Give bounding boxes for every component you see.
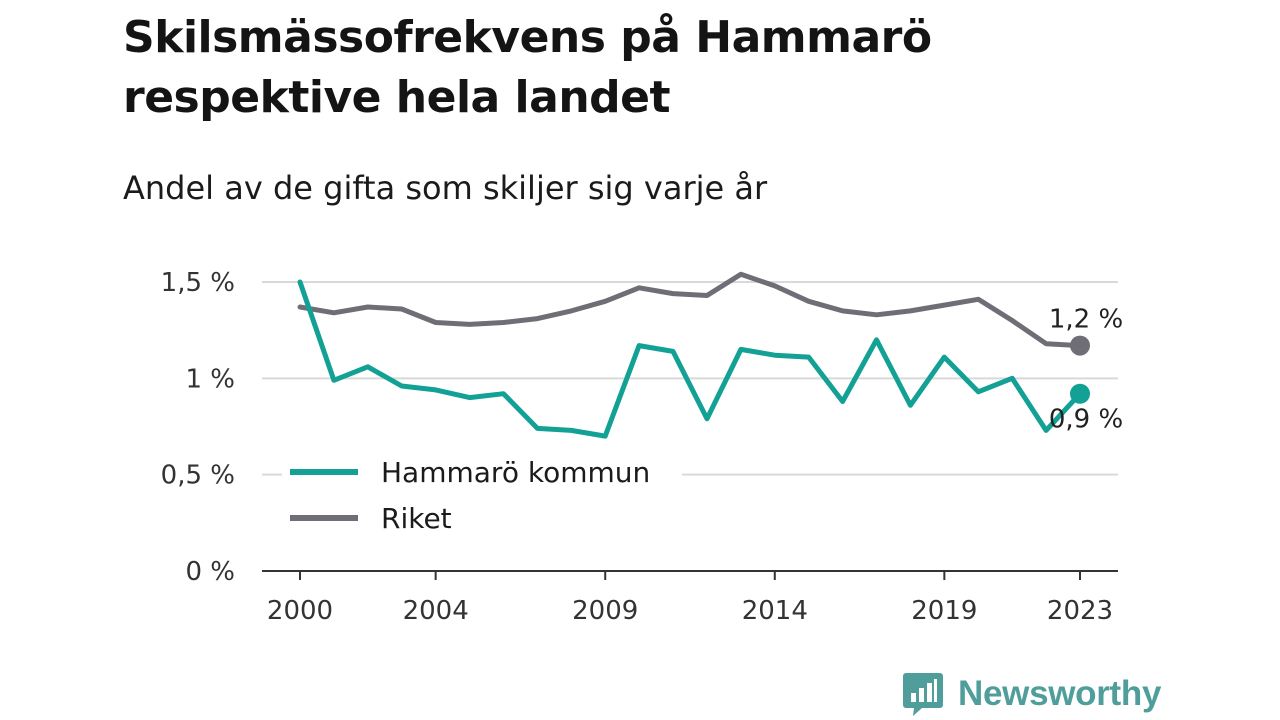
end-label-hammaro-kommun: 0,9 % xyxy=(1049,405,1123,435)
brand-name: Newsworthy xyxy=(958,674,1162,713)
x-tick-label: 2023 xyxy=(1047,596,1113,626)
end-markers: 0,9 % 1,2 % xyxy=(1049,305,1123,435)
series-line-hammaro-kommun xyxy=(297,279,1083,439)
y-axis-labels: 0 % 0,5 % 1 % 1,5 % xyxy=(161,268,235,587)
legend-label-riket: Riket xyxy=(381,502,452,535)
series-lines xyxy=(297,271,1083,439)
chart-title: Skilsmässofrekvens på Hammarö respektive… xyxy=(123,12,932,123)
x-tick-label: 2000 xyxy=(267,596,333,626)
legend: Hammarö kommun Riket xyxy=(282,448,682,548)
x-axis: 2000 2004 2009 2014 2019 2023 xyxy=(262,570,1118,626)
end-marker-hammaro-kommun xyxy=(1070,383,1090,404)
line-chart: 2000 2004 2009 2014 2019 2023 0 % 0,5 % 1 % 1,5 … xyxy=(161,268,1123,626)
x-tick-label: 2014 xyxy=(742,596,808,626)
legend-label-hammaro: Hammarö kommun xyxy=(381,456,650,489)
x-tick-label: 2019 xyxy=(911,596,977,626)
y-tick-label: 0,5 % xyxy=(161,461,235,491)
end-label-riket: 1,2 % xyxy=(1049,305,1123,335)
x-tick-label: 2009 xyxy=(572,596,638,626)
y-tick-label: 1 % xyxy=(185,364,235,394)
x-tick-label: 2004 xyxy=(403,596,469,626)
end-marker-riket xyxy=(1070,335,1090,356)
y-tick-label: 0 % xyxy=(185,557,235,587)
chart-subtitle: Andel av de gifta som skiljer sig varje … xyxy=(123,169,768,207)
series-line-riket xyxy=(297,271,1083,349)
newsworthy-logo-icon xyxy=(903,673,943,716)
brand-logo: Newsworthy xyxy=(902,672,1161,716)
legend-background xyxy=(282,448,682,548)
y-tick-label: 1,5 % xyxy=(161,268,235,298)
